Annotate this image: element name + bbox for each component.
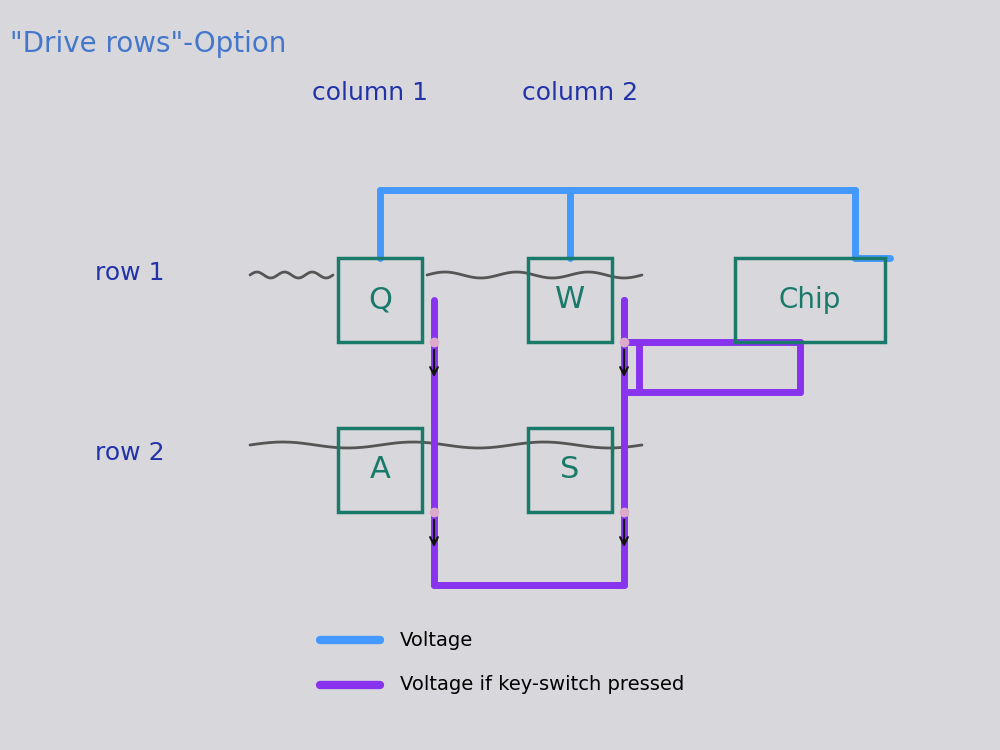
Text: row 2: row 2 <box>95 441 165 465</box>
Text: S: S <box>560 455 580 484</box>
Text: row 1: row 1 <box>95 261 165 285</box>
Text: Chip: Chip <box>779 286 841 314</box>
Text: column 2: column 2 <box>522 81 638 105</box>
Bar <box>338 428 422 512</box>
Text: column 1: column 1 <box>312 81 428 105</box>
Text: Voltage: Voltage <box>400 631 473 650</box>
Text: Voltage if key-switch pressed: Voltage if key-switch pressed <box>400 676 684 694</box>
Bar <box>338 258 422 342</box>
Bar <box>528 428 612 512</box>
Text: A: A <box>370 455 390 484</box>
Bar <box>528 258 612 342</box>
Text: "Drive rows"-Option: "Drive rows"-Option <box>10 30 286 58</box>
Bar <box>735 258 885 342</box>
Text: Q: Q <box>368 286 392 314</box>
Text: W: W <box>555 286 585 314</box>
